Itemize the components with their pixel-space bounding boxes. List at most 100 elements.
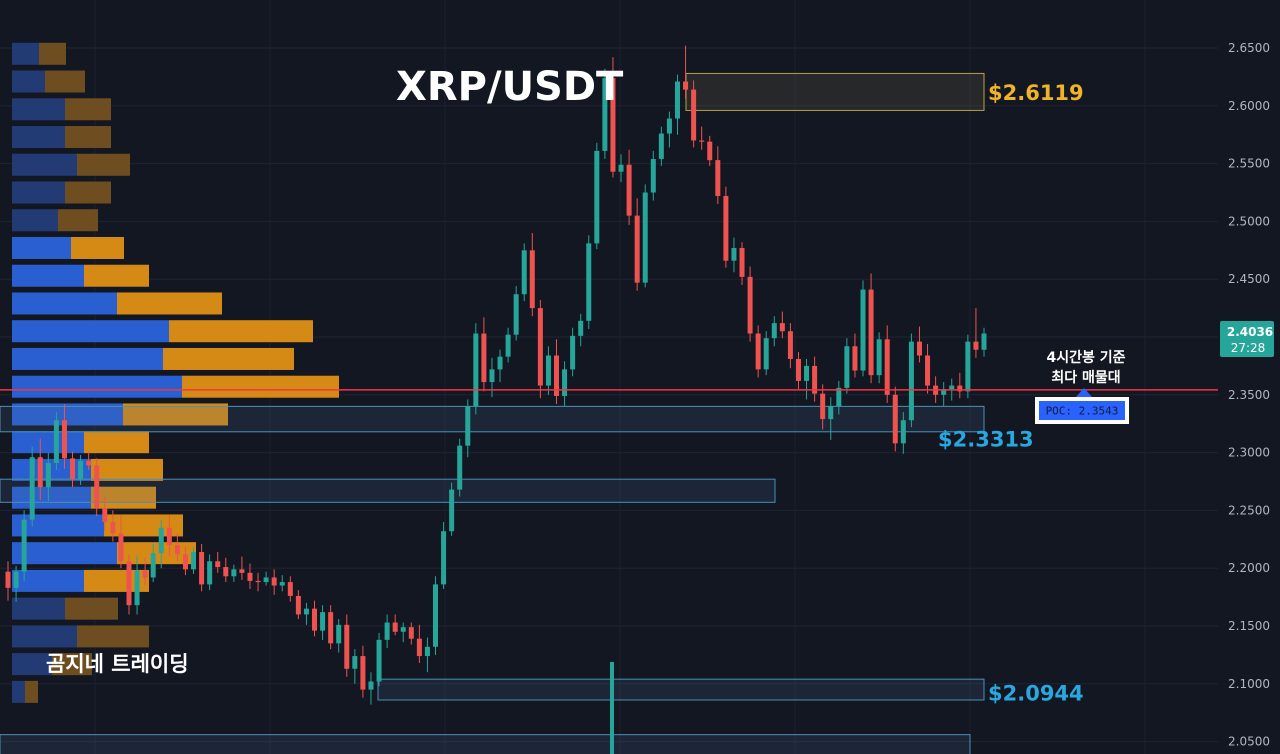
volume-sell-bar bbox=[71, 236, 124, 259]
candle-body bbox=[634, 215, 640, 283]
candle-body bbox=[207, 561, 213, 585]
volume-sell-bar bbox=[77, 153, 130, 176]
volume-sell-bar bbox=[58, 209, 98, 232]
price-tick-label: 2.1500 bbox=[1228, 619, 1270, 633]
candle-body bbox=[957, 385, 963, 392]
candle-body bbox=[247, 572, 253, 581]
price-annotations: $2.6119 $2.3313 $2.0944 bbox=[938, 81, 1084, 705]
candle-body bbox=[37, 457, 43, 488]
candle-body bbox=[683, 81, 689, 90]
volume-buy-bar bbox=[12, 403, 123, 426]
candle-body bbox=[949, 385, 955, 390]
candle-body bbox=[457, 445, 463, 490]
candle-body bbox=[602, 78, 608, 151]
candle-body bbox=[537, 308, 543, 386]
poc-label-inner bbox=[1039, 401, 1125, 420]
volume-buy-bar bbox=[12, 653, 52, 676]
candle-body bbox=[344, 624, 350, 669]
candle-body bbox=[916, 341, 922, 356]
volume-sell-bar bbox=[45, 70, 85, 93]
volume-sell-bar bbox=[65, 181, 111, 204]
candle-body bbox=[295, 595, 301, 615]
candle-body bbox=[255, 580, 261, 583]
poc-pointer-icon bbox=[1076, 388, 1092, 397]
price-tick-label: 2.0500 bbox=[1228, 735, 1270, 749]
candle-body bbox=[134, 570, 140, 606]
candle-body bbox=[5, 571, 11, 588]
volume-buy-bar bbox=[12, 597, 65, 620]
price-tick-label: 2.4500 bbox=[1228, 272, 1270, 286]
candle-body bbox=[126, 561, 132, 606]
candle-body bbox=[400, 627, 406, 632]
candle-body bbox=[142, 570, 148, 578]
price-zones bbox=[0, 72, 985, 754]
candle-body bbox=[513, 294, 519, 335]
volume-buy-bar bbox=[12, 569, 84, 592]
candle-body bbox=[416, 638, 422, 657]
price-zone bbox=[0, 478, 776, 503]
candle-body bbox=[449, 489, 455, 532]
candle-body bbox=[852, 346, 858, 371]
candle-body bbox=[360, 656, 366, 690]
volume-sell-bar bbox=[52, 653, 92, 676]
candle-body bbox=[545, 355, 551, 386]
price-axis[interactable]: 2.65002.60002.55002.50002.45002.40002.35… bbox=[1218, 0, 1280, 754]
volume-sell-bar bbox=[91, 486, 156, 509]
candle-body bbox=[836, 387, 842, 407]
volume-buy-bar bbox=[12, 431, 84, 454]
candle-body bbox=[70, 458, 76, 480]
volume-sell-bar bbox=[84, 431, 149, 454]
candle-body bbox=[465, 406, 471, 446]
volume-buy-bar bbox=[12, 98, 65, 121]
candle-body bbox=[747, 276, 753, 334]
candle-body bbox=[336, 624, 342, 644]
volume-sell-bar bbox=[84, 264, 149, 287]
volume-sell-bar bbox=[84, 569, 149, 592]
candle-body bbox=[715, 160, 721, 196]
volume-buy-bar bbox=[12, 320, 169, 343]
candle-body bbox=[925, 355, 931, 386]
candle-body bbox=[578, 320, 584, 336]
price-tick-label: 2.2000 bbox=[1228, 561, 1270, 575]
candle-body bbox=[626, 164, 632, 216]
candle-body bbox=[820, 393, 826, 420]
candle-body bbox=[287, 582, 293, 596]
watermark-text: 곰지네 트레이딩 bbox=[46, 652, 189, 676]
candle-body bbox=[312, 608, 318, 631]
candle-body bbox=[271, 577, 277, 586]
volume-sell-bar bbox=[65, 597, 118, 620]
candle-body bbox=[199, 552, 205, 585]
poc-label: POC: 2.3543 bbox=[1046, 405, 1119, 418]
candle-body bbox=[739, 247, 745, 277]
candle-body bbox=[973, 341, 979, 350]
candle-body bbox=[707, 141, 713, 161]
candle-body bbox=[174, 545, 180, 555]
volume-buy-bar bbox=[12, 264, 84, 287]
candle-body bbox=[965, 341, 971, 392]
candle-body bbox=[21, 519, 27, 572]
volume-buy-bar bbox=[12, 680, 25, 703]
candle-body bbox=[691, 89, 697, 141]
candle-body bbox=[433, 584, 439, 647]
candle-body bbox=[29, 457, 35, 520]
volume-buy-bar bbox=[12, 542, 117, 565]
candle-body bbox=[529, 250, 535, 309]
volume-buy-bar bbox=[12, 126, 65, 149]
candle-body bbox=[674, 81, 680, 119]
candle-body bbox=[102, 508, 108, 522]
current-price-countdown: 27:28 bbox=[1231, 341, 1266, 355]
candle-body bbox=[699, 140, 705, 142]
pair-title: XRP/USDT bbox=[396, 64, 624, 110]
candle-body bbox=[376, 639, 382, 682]
volume-sell-bar bbox=[123, 403, 228, 426]
volume-buy-bar bbox=[12, 153, 77, 176]
candle-body bbox=[473, 333, 479, 407]
candle-body bbox=[86, 460, 92, 466]
candle-body bbox=[828, 406, 834, 420]
candle-body bbox=[868, 289, 874, 376]
candle-body bbox=[771, 323, 777, 339]
price-annotation: $2.0944 bbox=[988, 681, 1084, 705]
candle-body bbox=[489, 369, 495, 383]
